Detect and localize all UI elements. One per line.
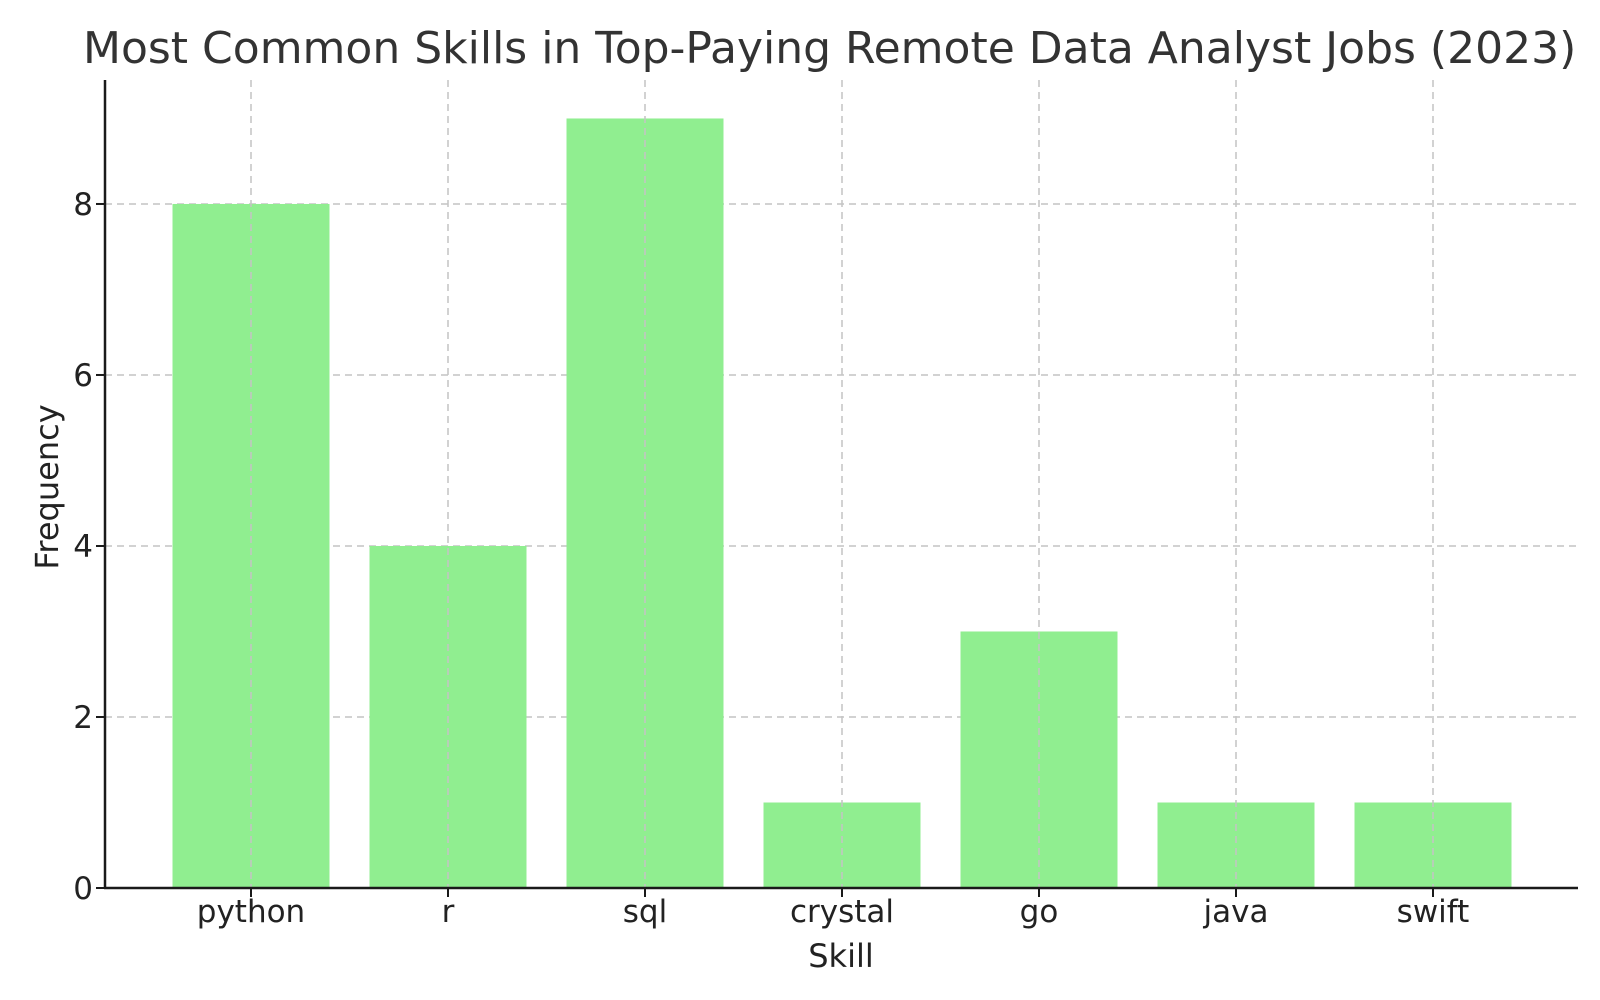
y-tick-label: 4 — [73, 529, 93, 565]
x-tick-label-sql: sql — [623, 894, 667, 930]
y-tick-label: 2 — [73, 700, 93, 736]
vertical-grid-layer — [250, 80, 1434, 888]
x-tick-label-python: python — [197, 894, 305, 930]
bars-layer — [172, 118, 1512, 889]
bar-python — [172, 203, 330, 889]
x-axis-label: Skill — [808, 937, 874, 975]
x-tick-label-go: go — [1020, 894, 1059, 930]
y-tick-label: 6 — [73, 358, 93, 394]
x-tick-label-swift: swift — [1397, 894, 1470, 930]
y-tick-label: 0 — [73, 871, 93, 907]
y-tick-label: 8 — [73, 187, 93, 223]
x-tick-label-r: r — [442, 894, 455, 930]
chart-title: Most Common Skills in Top-Paying Remote … — [83, 23, 1576, 74]
x-tick-label-crystal: crystal — [790, 894, 894, 930]
ticks-layer: 0 2 4 6 8 python r sql crystal go java swift — [73, 187, 1469, 930]
y-axis-label: Frequency — [28, 404, 66, 569]
x-tick-label-java: java — [1203, 894, 1269, 930]
